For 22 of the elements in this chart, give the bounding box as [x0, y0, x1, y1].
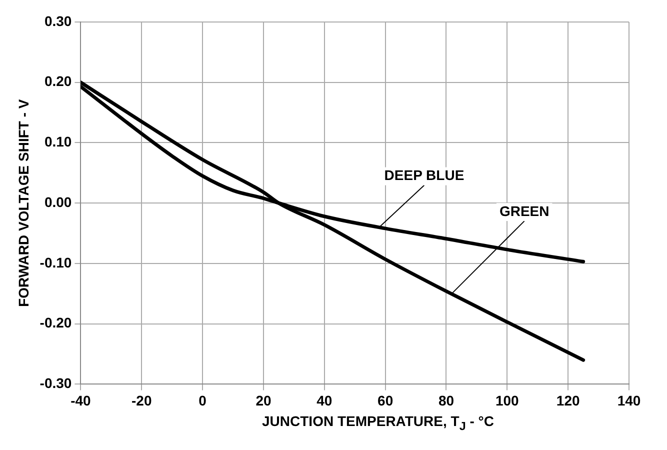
- y-tick-label: 0.10: [44, 134, 72, 150]
- x-tick-label: 80: [438, 392, 454, 408]
- x-tick-label: -20: [132, 392, 152, 408]
- y-tick-label: 0.30: [44, 12, 72, 29]
- x-tick-label: 120: [556, 392, 580, 408]
- x-tick-label: 140: [617, 392, 641, 408]
- line-series: [80, 80, 586, 362]
- x-tick-label: 40: [316, 392, 332, 408]
- x-axis-title: JUNCTION TEMPERATURE, T$_{J}$ - °C: [261, 413, 495, 433]
- annotation: GREEN: [499, 202, 550, 219]
- x-tick-label: 60: [378, 392, 394, 408]
- y-tick-label: 0.00: [44, 194, 72, 210]
- x-tick-label: 20: [256, 392, 272, 408]
- x-tick-label: 0: [198, 392, 207, 408]
- y-tick-label: -0.30: [40, 375, 72, 392]
- y-tick-label: -0.20: [40, 314, 72, 331]
- y-tick-label: -0.10: [40, 254, 72, 270]
- y-axis-title: FORWARD VOLTAGE SHIFT - V: [15, 98, 32, 307]
- y-tick-label: 0.20: [44, 73, 72, 90]
- x-tick-label: 100: [495, 392, 520, 408]
- annotation: DEEP BLUE: [384, 167, 464, 184]
- x-tick-label: -40: [70, 392, 92, 408]
